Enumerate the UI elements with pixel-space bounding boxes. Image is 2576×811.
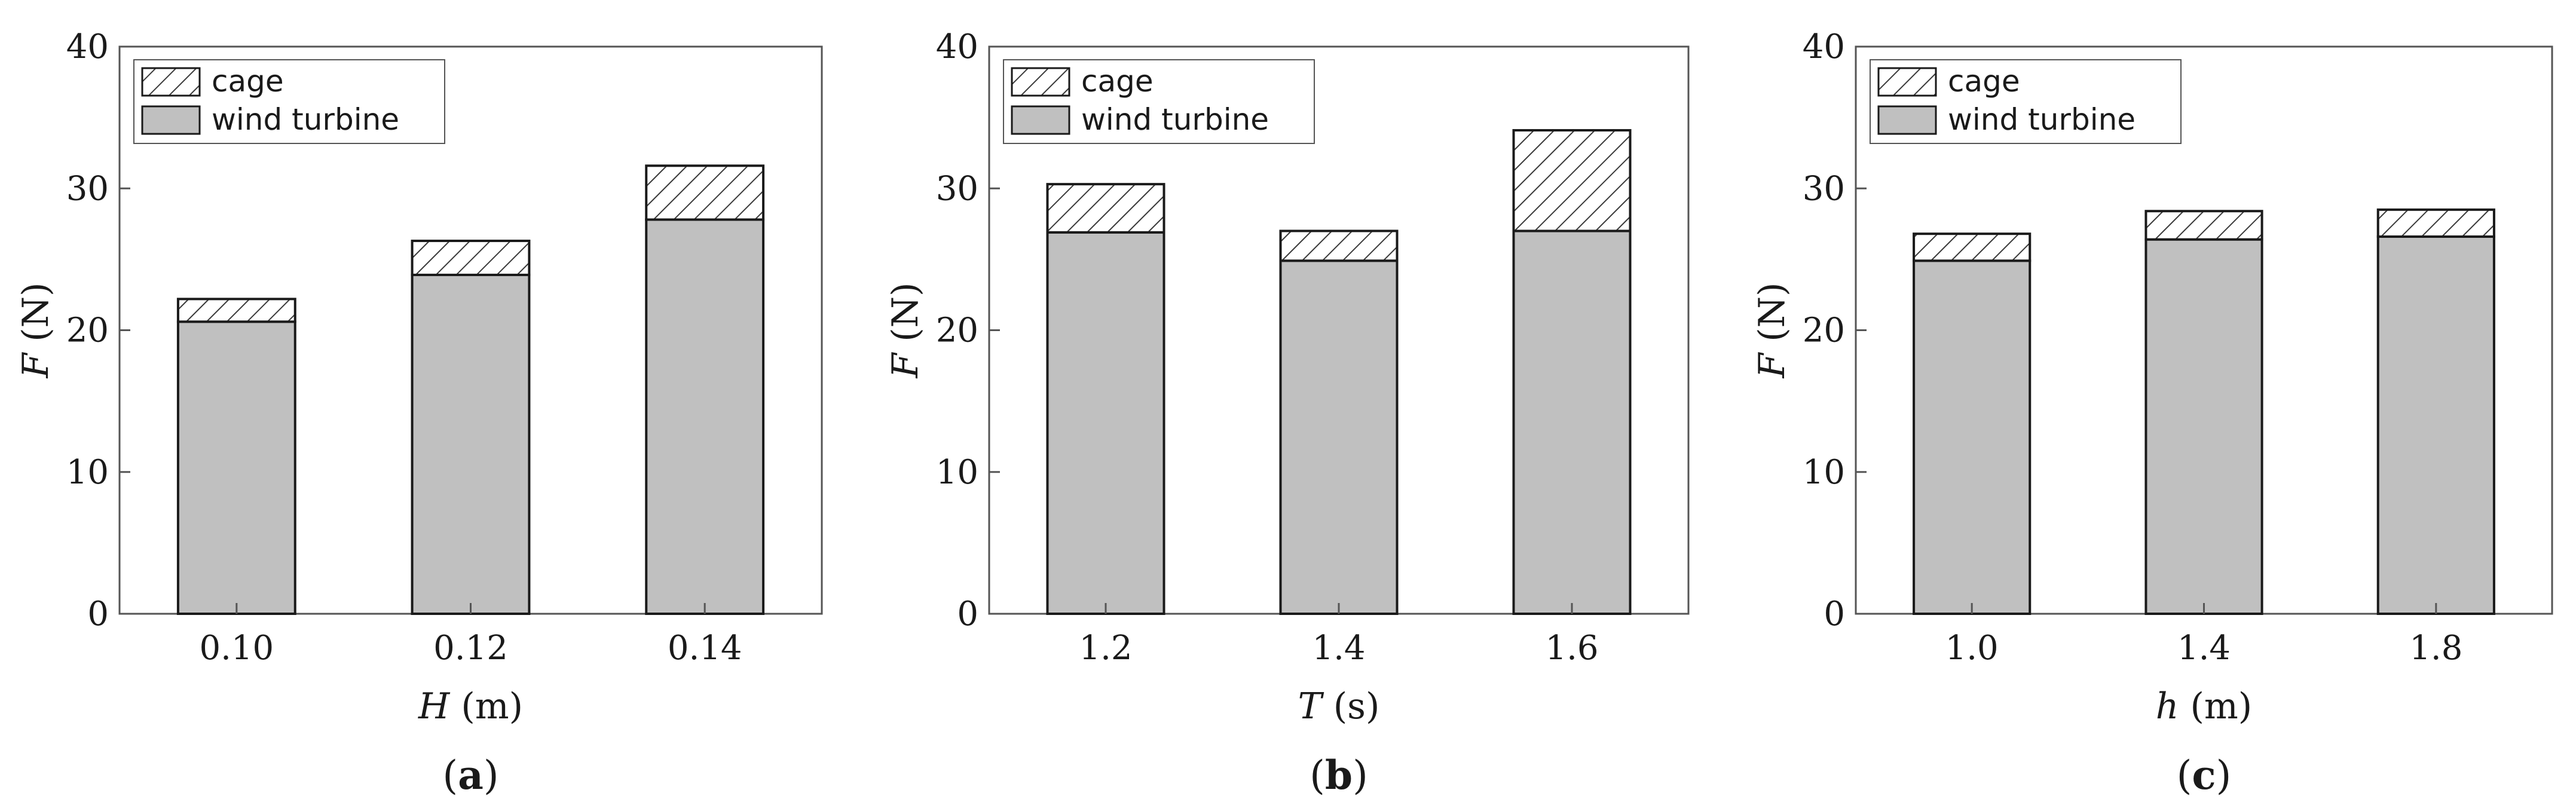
y-tick-label: 20 — [1803, 311, 1845, 350]
x-axis-label: T (s) — [1298, 685, 1380, 727]
legend-swatch-cage — [1011, 67, 1070, 97]
legend-label-wind-turbine: wind turbine — [212, 102, 399, 137]
y-axis-unit: (N) — [885, 282, 926, 353]
x-axis-unit: (s) — [1322, 685, 1380, 727]
bar-wind-turbine — [1913, 259, 2032, 615]
x-axis-symbol: H — [418, 685, 451, 727]
bar-wind-turbine — [1512, 229, 1632, 615]
x-tick-label: 1.4 — [2177, 629, 2231, 668]
x-axis-label: h (m) — [2156, 685, 2252, 727]
y-tick-label: 10 — [66, 453, 109, 492]
y-axis-unit: (N) — [15, 282, 57, 353]
bar-cage — [176, 298, 296, 323]
x-axis-unit: (m) — [449, 685, 523, 727]
legend-swatch-wind-turbine — [1877, 105, 1937, 135]
y-tick-label: 40 — [66, 27, 109, 66]
bar-cage — [1512, 128, 1632, 232]
legend-swatch-wind-turbine — [1011, 105, 1070, 135]
x-axis-symbol: T — [1298, 685, 1324, 727]
panel-label: (a) — [442, 752, 498, 798]
y-tick-label: 30 — [936, 169, 978, 208]
legend-swatch-wind-turbine — [141, 105, 201, 135]
bar-cage — [1046, 183, 1165, 234]
legend-swatch-cage — [141, 67, 201, 97]
legend-label-cage: cage — [1948, 64, 2020, 99]
panel-letter: a — [458, 752, 484, 798]
y-tick-label: 10 — [1803, 453, 1845, 492]
y-axis-symbol: F — [1751, 352, 1793, 379]
y-axis-symbol: F — [15, 352, 57, 379]
bar-wind-turbine — [2144, 238, 2263, 616]
x-tick-label: 1.8 — [2409, 629, 2462, 668]
bar-wind-turbine — [2376, 235, 2495, 616]
y-tick-label: 0 — [1824, 595, 1845, 634]
x-axis-label: H (m) — [418, 685, 523, 727]
legend-label-cage: cage — [212, 64, 284, 99]
x-tick-label: 1.0 — [1945, 629, 1999, 668]
y-tick-label: 30 — [1803, 169, 1845, 208]
y-axis-symbol: F — [885, 352, 926, 379]
x-tick-label: 0.10 — [199, 629, 274, 668]
panel-label: (b) — [1310, 752, 1368, 798]
y-tick-label: 40 — [936, 27, 978, 66]
y-tick-label: 30 — [66, 169, 109, 208]
bar-cage — [1279, 229, 1399, 262]
y-tick-label: 10 — [936, 453, 978, 492]
bar-cage — [1913, 232, 2032, 262]
legend-label-cage: cage — [1081, 64, 1154, 99]
bar-wind-turbine — [411, 273, 531, 616]
y-axis-unit: (N) — [1751, 282, 1793, 353]
y-tick-label: 0 — [957, 595, 978, 634]
y-tick-label: 20 — [936, 311, 978, 350]
bar-wind-turbine — [1046, 231, 1165, 615]
x-tick-label: 1.6 — [1545, 629, 1598, 668]
y-tick-label: 20 — [66, 311, 109, 350]
y-axis-label: F (N) — [885, 282, 926, 378]
y-axis-label: F (N) — [1751, 282, 1793, 378]
panel-letter: c — [2192, 752, 2216, 798]
x-tick-label: 0.12 — [433, 629, 508, 668]
x-axis-unit: (m) — [2179, 685, 2252, 727]
x-tick-label: 1.4 — [1312, 629, 1365, 668]
legend-label-wind-turbine: wind turbine — [1081, 102, 1269, 137]
bar-wind-turbine — [176, 320, 296, 615]
x-tick-label: 1.2 — [1079, 629, 1132, 668]
bar-cage — [411, 240, 531, 276]
y-axis-label: F (N) — [15, 282, 57, 378]
y-tick-label: 0 — [87, 595, 109, 634]
panel-label: (c) — [2177, 752, 2232, 798]
panel-letter: b — [1325, 752, 1353, 798]
x-tick-label: 0.14 — [668, 629, 742, 668]
x-axis-symbol: h — [2156, 685, 2179, 727]
bar-cage — [2376, 208, 2495, 238]
bar-wind-turbine — [645, 218, 765, 615]
legend-label-wind-turbine: wind turbine — [1948, 102, 2136, 137]
bar-cage — [2144, 210, 2263, 241]
bar-cage — [645, 164, 765, 221]
y-tick-label: 40 — [1803, 27, 1845, 66]
legend-swatch-cage — [1877, 67, 1937, 97]
bar-wind-turbine — [1279, 259, 1399, 615]
